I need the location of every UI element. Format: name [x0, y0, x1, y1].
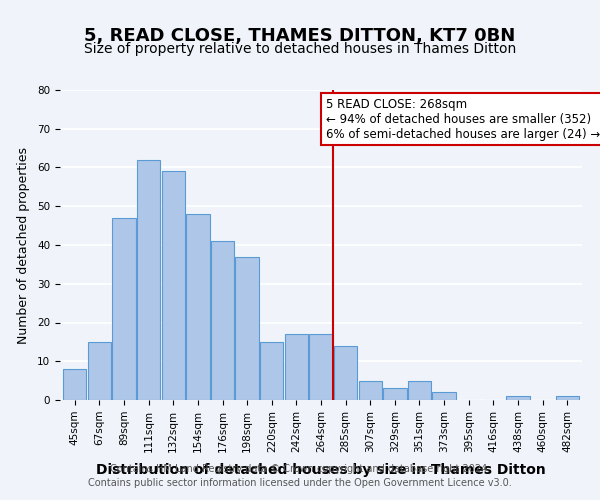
Bar — [506, 396, 530, 400]
Text: 5, READ CLOSE, THAMES DITTON, KT7 0BN: 5, READ CLOSE, THAMES DITTON, KT7 0BN — [85, 28, 515, 46]
Y-axis label: Number of detached properties: Number of detached properties — [17, 146, 30, 344]
Text: Size of property relative to detached houses in Thames Ditton: Size of property relative to detached ho… — [84, 42, 516, 56]
Bar — [383, 388, 407, 400]
Bar — [161, 172, 185, 400]
Bar — [556, 396, 579, 400]
X-axis label: Distribution of detached houses by size in Thames Ditton: Distribution of detached houses by size … — [96, 463, 546, 477]
Bar — [137, 160, 160, 400]
Bar — [310, 334, 332, 400]
Bar — [88, 342, 111, 400]
Bar — [334, 346, 358, 400]
Bar — [112, 218, 136, 400]
Bar — [260, 342, 283, 400]
Bar — [235, 256, 259, 400]
Bar — [211, 241, 234, 400]
Text: 5 READ CLOSE: 268sqm
← 94% of detached houses are smaller (352)
6% of semi-detac: 5 READ CLOSE: 268sqm ← 94% of detached h… — [326, 98, 600, 140]
Bar — [433, 392, 456, 400]
Bar — [359, 380, 382, 400]
Text: Contains HM Land Registry data © Crown copyright and database right 2024.
Contai: Contains HM Land Registry data © Crown c… — [88, 464, 512, 487]
Bar — [284, 334, 308, 400]
Bar — [408, 380, 431, 400]
Bar — [63, 369, 86, 400]
Bar — [186, 214, 209, 400]
